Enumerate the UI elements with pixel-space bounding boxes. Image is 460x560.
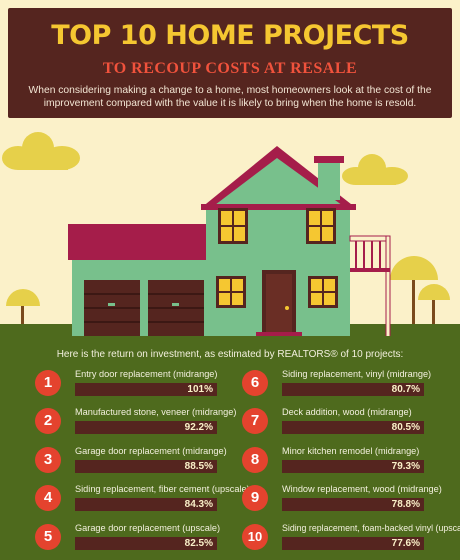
roi-value: 80.7% (391, 384, 420, 395)
roi-value: 78.8% (391, 499, 420, 510)
list-item: 2 Manufactured stone, veneer (midrange) … (35, 407, 236, 439)
project-name: Garage door replacement (midrange) (75, 446, 227, 456)
page-subtitle: TO RECOUP COSTS AT RESALE (102, 60, 358, 77)
window-icon (216, 276, 246, 308)
roi-bar: 82.5% (75, 537, 217, 550)
roi-value: 79.3% (391, 461, 420, 472)
project-name: Siding replacement, vinyl (midrange) (282, 369, 432, 379)
project-name: Minor kitchen remodel (midrange) (282, 446, 420, 456)
window-icon (306, 208, 336, 244)
rank-badge: 9 (242, 485, 268, 511)
list-item: 4 Siding replacement, fiber cement (upsc… (35, 484, 250, 516)
project-name: Deck addition, wood (midrange) (282, 407, 412, 417)
rank-badge: 7 (242, 408, 268, 434)
roi-bar: 101% (75, 383, 217, 396)
project-name: Entry door replacement (midrange) (75, 369, 218, 379)
roi-value: 84.3% (184, 499, 213, 510)
list-item: 8 Minor kitchen remodel (midrange) 79.3% (242, 446, 432, 478)
projects-panel: Here is the return on investment, as est… (0, 336, 460, 560)
balcony-railing (349, 235, 391, 339)
list-item: 9 Window replacement, wood (midrange) 78… (242, 484, 442, 516)
house-illustration (0, 132, 460, 340)
list-item: 7 Deck addition, wood (midrange) 80.5% (242, 407, 432, 439)
list-item: 6 Siding replacement, vinyl (midrange) 8… (242, 369, 432, 401)
project-name: Siding replacement, foam-backed vinyl (u… (282, 523, 460, 533)
roi-bar: 80.7% (282, 383, 424, 396)
header-banner: TOP 10 HOME PROJECTS TO RECOUP COSTS AT … (8, 8, 452, 118)
project-name: Siding replacement, fiber cement (upscal… (75, 484, 250, 494)
list-item: 3 Garage door replacement (midrange) 88.… (35, 446, 227, 478)
project-name: Manufactured stone, veneer (midrange) (75, 407, 237, 417)
cloud-icon (2, 132, 80, 170)
roi-bar: 79.3% (282, 460, 424, 473)
rank-badge: 6 (242, 370, 268, 396)
list-item: 10 Siding replacement, foam-backed vinyl… (242, 523, 460, 555)
tree-icon (6, 289, 40, 340)
door-icon (262, 270, 296, 338)
tree-icon (390, 256, 438, 340)
tree-icon (418, 284, 450, 340)
rank-badge: 8 (242, 447, 268, 473)
roi-value: 92.2% (184, 422, 213, 433)
rank-badge: 2 (35, 408, 61, 434)
roi-bar: 84.3% (75, 498, 217, 511)
rank-badge: 1 (35, 370, 61, 396)
roi-bar: 92.2% (75, 421, 217, 434)
roi-bar: 80.5% (282, 421, 424, 434)
rank-badge: 5 (35, 524, 61, 550)
roi-value: 88.5% (184, 461, 213, 472)
roi-bar: 78.8% (282, 498, 424, 511)
rank-badge: 10 (242, 524, 268, 550)
rank-badge: 3 (35, 447, 61, 473)
list-item: 5 Garage door replacement (upscale) 82.5… (35, 523, 225, 555)
roi-value: 82.5% (184, 538, 213, 549)
roi-value: 101% (187, 384, 213, 395)
projects-intro: Here is the return on investment, as est… (56, 349, 404, 360)
intro-text: When considering making a change to a ho… (28, 85, 432, 109)
list-item: 1 Entry door replacement (midrange) 101% (35, 369, 225, 401)
rank-badge: 4 (35, 485, 61, 511)
cloud-icon (342, 154, 408, 185)
page-title: TOP 10 HOME PROJECTS (51, 20, 409, 51)
roi-bar: 77.6% (282, 537, 424, 550)
window-icon (308, 276, 338, 308)
window-icon (218, 208, 248, 244)
roi-bar: 88.5% (75, 460, 217, 473)
project-name: Garage door replacement (upscale) (75, 523, 221, 533)
roi-value: 77.6% (391, 538, 420, 549)
roi-value: 80.5% (391, 422, 420, 433)
project-name: Window replacement, wood (midrange) (282, 484, 442, 494)
